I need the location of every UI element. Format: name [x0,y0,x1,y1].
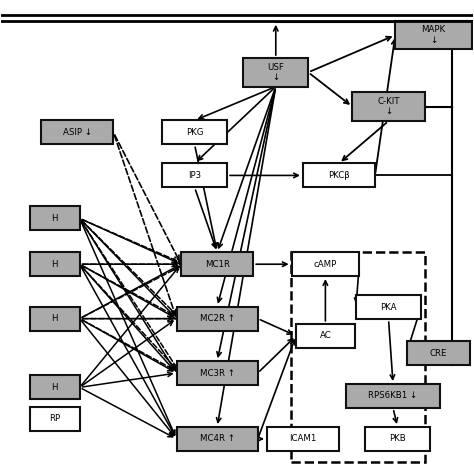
Text: H: H [52,383,58,392]
Text: H: H [52,214,58,223]
Bar [356,295,421,319]
Bar [177,307,258,331]
Text: PKG: PKG [186,128,203,137]
Bar [181,252,253,276]
Bar [30,252,80,276]
Text: IP3: IP3 [188,171,201,180]
Text: USF
↓: USF ↓ [267,63,284,82]
Text: ICAM1: ICAM1 [289,435,317,444]
Text: MC1R: MC1R [205,260,230,269]
Bar [30,407,80,431]
Text: PKB: PKB [389,435,406,444]
Bar [303,164,375,187]
Bar [267,427,339,451]
Bar [162,120,227,145]
Bar [346,384,440,408]
Text: H: H [52,260,58,269]
Bar [296,324,355,348]
Bar [177,361,258,385]
Text: ASIP ↓: ASIP ↓ [63,128,92,137]
Text: PKA: PKA [380,303,397,312]
Text: cAMP: cAMP [314,260,337,269]
Bar [407,341,470,365]
Text: MAPK
↓: MAPK ↓ [421,26,446,45]
Bar [30,375,80,400]
Text: PKCβ: PKCβ [328,171,350,180]
Text: MC4R ↑: MC4R ↑ [200,435,235,444]
Text: MC2R ↑: MC2R ↑ [200,314,235,323]
Bar [353,92,425,121]
Bar [30,307,80,331]
Bar [162,164,227,187]
Bar [292,252,359,276]
Text: RP: RP [49,414,60,423]
Bar [243,58,308,87]
Bar [30,206,80,230]
Bar [41,120,113,145]
Bar [291,252,425,462]
Text: H: H [52,314,58,323]
Bar [365,427,430,451]
Text: AC: AC [319,331,331,340]
Text: CRE: CRE [429,348,447,357]
Bar [177,427,258,451]
Text: RPS6KB1 ↓: RPS6KB1 ↓ [368,392,418,401]
Text: MC3R ↑: MC3R ↑ [200,369,235,378]
Bar [395,21,472,49]
Text: C-KIT
↓: C-KIT ↓ [377,97,400,117]
